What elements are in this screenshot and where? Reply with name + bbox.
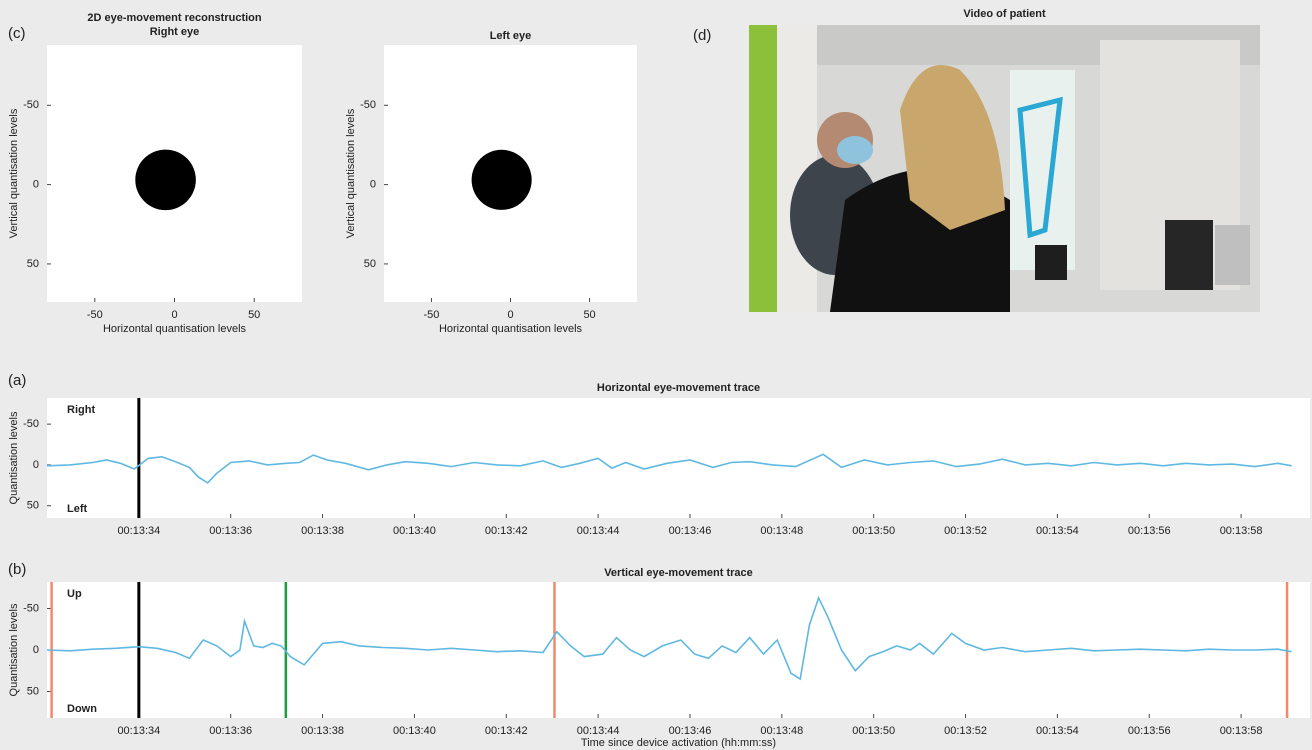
chart-title: Video of patient	[963, 8, 1046, 20]
y-tick-label: -50	[23, 418, 39, 430]
x-tick-label: 00:13:46	[669, 725, 712, 737]
x-tick-label: 00:13:52	[944, 725, 987, 737]
x-axis-label: Time since device activation (hh:mm:ss)	[581, 737, 776, 749]
video-frame	[749, 25, 1260, 312]
y-axis-label: Quantisation levels	[8, 411, 20, 504]
panel-label: (c)	[8, 25, 26, 42]
x-tick-label: 00:13:58	[1220, 525, 1263, 537]
x-tick-label: 00:13:34	[117, 725, 160, 737]
y-axis-label: Quantisation levels	[8, 603, 20, 696]
y-tick-label: 0	[370, 179, 376, 191]
x-tick-label: 00:13:58	[1220, 725, 1263, 737]
x-tick-label: 50	[248, 309, 260, 321]
y-tick-label: 0	[33, 644, 39, 656]
x-tick-label: 00:13:52	[944, 525, 987, 537]
figure: (c) 2D eye-movement reconstruction Right e…	[0, 0, 1312, 750]
x-axis-label: Horizontal quantisation levels	[439, 323, 583, 335]
x-tick-label: 00:13:44	[577, 725, 620, 737]
x-tick-label: 00:13:36	[209, 525, 252, 537]
gaze-point	[472, 150, 532, 210]
x-tick-label: 00:13:54	[1036, 725, 1079, 737]
y-tick-label: 0	[33, 459, 39, 471]
x-tick-label: 00:13:38	[301, 725, 344, 737]
chart-subtitle: Right eye	[150, 26, 200, 38]
panel-label: (a)	[8, 372, 26, 389]
y-tick-label: -50	[360, 99, 376, 111]
x-tick-label: 50	[583, 309, 595, 321]
x-tick-label: 00:13:40	[393, 525, 436, 537]
y-tick-label: 50	[27, 685, 39, 697]
x-axis-label: Horizontal quantisation levels	[103, 323, 247, 335]
panel-label: (b)	[8, 561, 26, 578]
x-tick-label: 0	[507, 309, 513, 321]
x-tick-label: 00:13:54	[1036, 525, 1079, 537]
chart-title: Horizontal eye-movement trace	[597, 382, 760, 394]
x-tick-label: 00:13:38	[301, 525, 344, 537]
annotation: Up	[67, 588, 82, 600]
annotation: Right	[67, 404, 95, 416]
annotation: Down	[67, 703, 97, 715]
gaze-point	[135, 150, 196, 211]
y-tick-label: 0	[33, 179, 39, 191]
x-tick-label: -50	[423, 309, 439, 321]
y-tick-label: 50	[27, 500, 39, 512]
x-tick-label: 00:13:56	[1128, 525, 1171, 537]
annotation: Left	[67, 503, 88, 515]
panel-label: (d)	[693, 27, 711, 44]
x-tick-label: 00:13:50	[852, 725, 895, 737]
chart-title: Vertical eye-movement trace	[604, 567, 753, 579]
y-axis-label: Vertical quantisation levels	[8, 108, 20, 238]
y-tick-label: 50	[364, 258, 376, 270]
x-tick-label: 00:13:48	[760, 725, 803, 737]
y-tick-label: 50	[27, 258, 39, 270]
chart-title: 2D eye-movement reconstruction	[87, 12, 261, 24]
y-tick-label: -50	[23, 99, 39, 111]
x-tick-label: 00:13:42	[485, 525, 528, 537]
x-tick-label: 00:13:56	[1128, 725, 1171, 737]
x-tick-label: 00:13:42	[485, 725, 528, 737]
x-tick-label: 00:13:36	[209, 725, 252, 737]
x-tick-label: 00:13:40	[393, 725, 436, 737]
x-tick-label: 00:13:50	[852, 525, 895, 537]
y-tick-label: -50	[23, 602, 39, 614]
x-tick-label: -50	[87, 309, 103, 321]
x-tick-label: 00:13:34	[117, 525, 160, 537]
x-tick-label: 0	[171, 309, 177, 321]
y-axis-label: Vertical quantisation levels	[345, 108, 357, 238]
chart-title: Left eye	[490, 30, 532, 42]
x-tick-label: 00:13:48	[760, 525, 803, 537]
x-tick-label: 00:13:46	[669, 525, 712, 537]
plot-area	[47, 398, 1310, 518]
x-tick-label: 00:13:44	[577, 525, 620, 537]
